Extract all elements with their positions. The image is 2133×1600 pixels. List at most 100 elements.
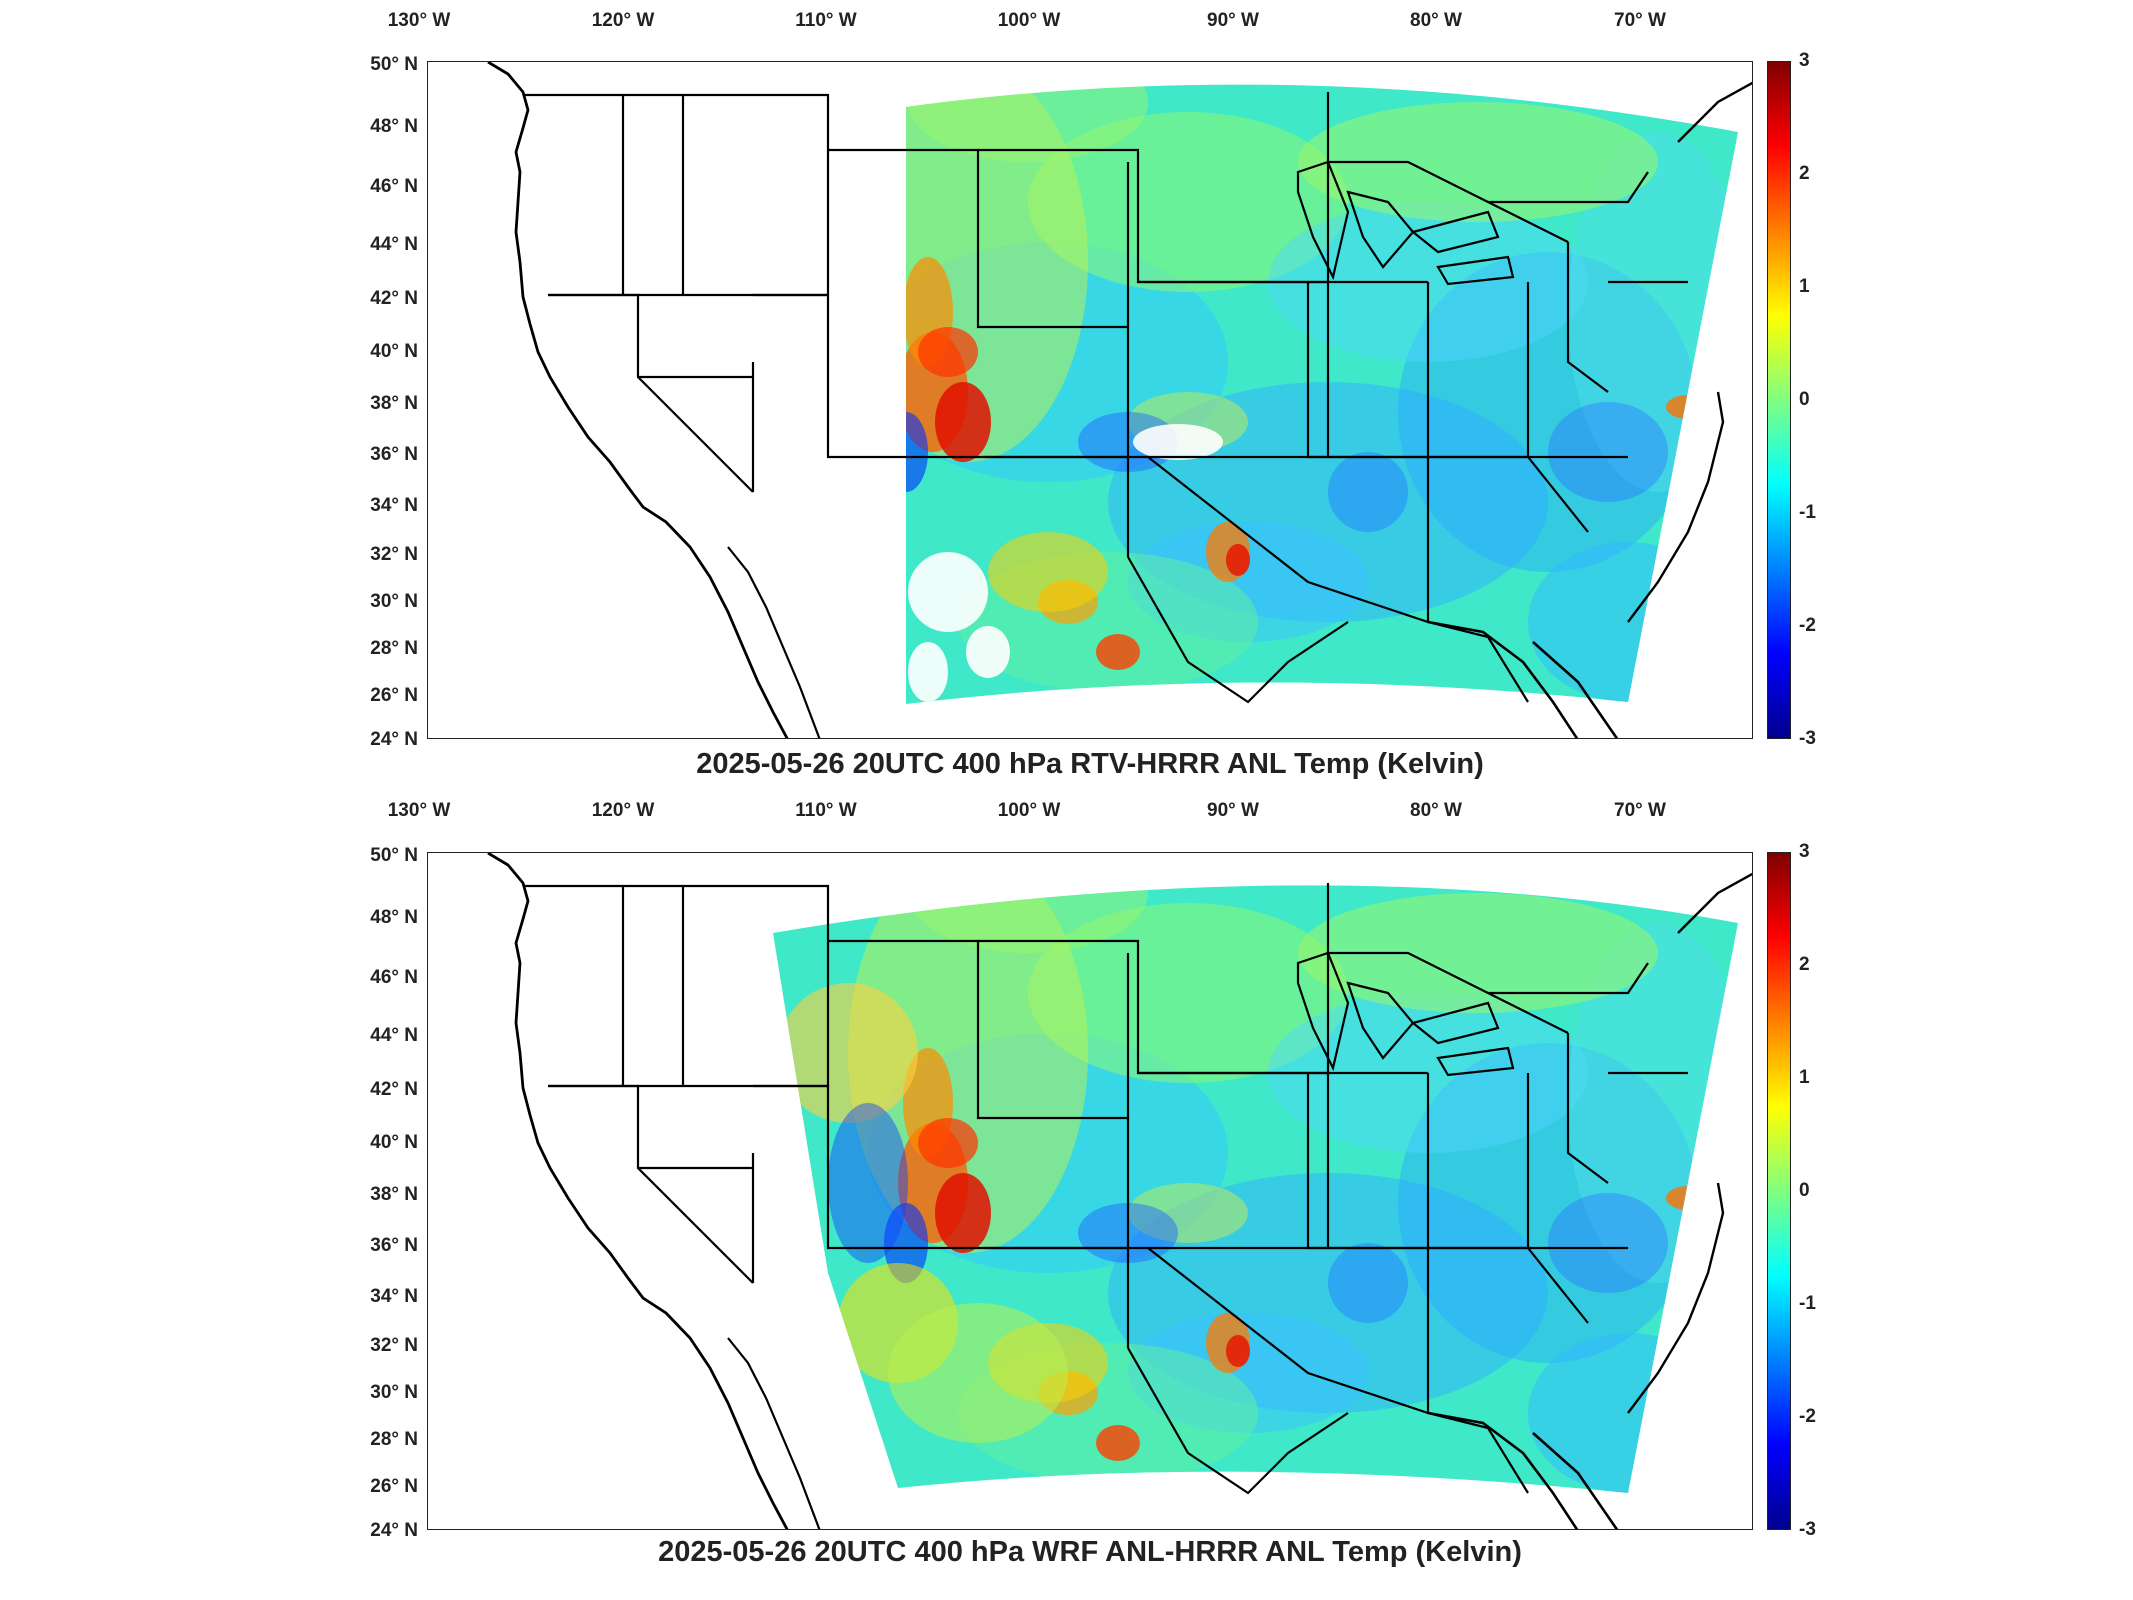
temperature-difference-map xyxy=(487,853,1752,1529)
longitude-tick-label: 110° W xyxy=(795,10,857,31)
latitude-tick-label: 32° N xyxy=(370,1335,418,1356)
state-borders xyxy=(487,62,1752,738)
latitude-tick-label: 42° N xyxy=(370,288,418,309)
warm-anomaly xyxy=(918,327,978,377)
coastline xyxy=(1627,391,1725,623)
longitude-tick-label: 120° W xyxy=(591,800,655,821)
longitude-tick-label: 110° W xyxy=(795,800,857,821)
latitude-tick-label: 36° N xyxy=(370,1235,418,1256)
coastline xyxy=(727,546,821,738)
colorbar-tick-label: 3 xyxy=(1799,50,1810,71)
colorbar xyxy=(1767,61,1791,739)
coastline xyxy=(1427,620,1619,738)
map-panel-bottom: 130° W 120° W 110° W 100° W 90° W 80° W 70° W … xyxy=(0,790,2133,1600)
latitude-tick-label: 42° N xyxy=(370,1079,418,1100)
map-title: 2025-05-26 20UTC 400 hPa WRF ANL-HRRR AN… xyxy=(658,1536,1522,1568)
latitude-tick-label: 24° N xyxy=(370,729,418,750)
warm-anomaly xyxy=(1128,1183,1248,1243)
warm-anomaly xyxy=(1666,1186,1710,1210)
temperature-field xyxy=(773,885,1738,1493)
longitude-tick-label: 80° W xyxy=(1410,800,1462,821)
colorbar-tick-label: -2 xyxy=(1799,615,1816,636)
longitude-tick-label: 130° W xyxy=(387,10,451,31)
latitude-tick-label: 32° N xyxy=(370,544,418,565)
coastline xyxy=(487,62,789,738)
longitude-tick-label: 120° W xyxy=(591,10,655,31)
colorbar-tick-label: -3 xyxy=(1799,1519,1816,1540)
warm-anomaly xyxy=(1226,1335,1250,1367)
coastline xyxy=(1627,1182,1725,1414)
latitude-tick-label: 24° N xyxy=(370,1520,418,1541)
colorbar-tick-label: -1 xyxy=(1799,1293,1816,1314)
map-frame xyxy=(427,61,1753,739)
coastline xyxy=(1677,81,1752,143)
latitude-tick-label: 26° N xyxy=(370,685,418,706)
warm-anomaly xyxy=(988,532,1108,612)
latitude-tick-label: 28° N xyxy=(370,1429,418,1450)
longitude-tick-label: 90° W xyxy=(1207,10,1259,31)
great-lakes xyxy=(1296,160,1515,286)
colorbar xyxy=(1767,852,1791,1530)
anomaly-region xyxy=(1028,903,1348,1083)
anomaly-region xyxy=(908,84,1148,162)
latitude-tick-label: 28° N xyxy=(370,638,418,659)
latitude-tick-label: 48° N xyxy=(370,116,418,137)
latitude-tick-label: 34° N xyxy=(370,1286,418,1307)
map-frame xyxy=(427,852,1753,1530)
missing-data xyxy=(908,642,948,702)
latitude-tick-label: 40° N xyxy=(370,341,418,362)
cold-anomaly xyxy=(1548,1193,1668,1293)
warm-anomaly xyxy=(918,1118,978,1168)
latitude-tick-label: 36° N xyxy=(370,444,418,465)
colorbar-tick-label: 0 xyxy=(1799,1180,1810,1201)
longitude-tick-label: 70° W xyxy=(1614,800,1666,821)
warm-anomaly xyxy=(1666,395,1710,419)
warm-anomaly xyxy=(935,382,991,462)
warm-anomaly xyxy=(1096,634,1140,670)
latitude-tick-label: 44° N xyxy=(370,1025,418,1046)
anomaly-region xyxy=(828,1103,908,1263)
longitude-tick-label: 70° W xyxy=(1614,10,1666,31)
coastline xyxy=(727,1337,821,1529)
colorbar-tick-label: -3 xyxy=(1799,728,1816,749)
warm-anomaly xyxy=(935,1173,991,1253)
longitude-tick-label: 90° W xyxy=(1207,800,1259,821)
coastline xyxy=(487,853,789,1529)
missing-data xyxy=(966,626,1010,678)
latitude-tick-label: 30° N xyxy=(370,591,418,612)
colorbar-tick-label: -2 xyxy=(1799,1406,1816,1427)
anomaly-region xyxy=(1298,893,1658,1013)
anomaly-region xyxy=(1028,112,1348,292)
anomaly-region xyxy=(1298,102,1658,222)
cold-anomaly xyxy=(884,1203,928,1283)
longitude-tick-label: 80° W xyxy=(1410,10,1462,31)
coastline xyxy=(1427,1411,1619,1529)
longitude-tick-label: 100° W xyxy=(997,800,1061,821)
colorbar-tick-label: 0 xyxy=(1799,389,1810,410)
latitude-tick-label: 44° N xyxy=(370,234,418,255)
missing-data xyxy=(908,552,988,632)
cold-anomaly xyxy=(1328,1243,1408,1323)
colorbar-tick-label: -1 xyxy=(1799,502,1816,523)
cold-anomaly xyxy=(906,412,928,492)
latitude-tick-label: 46° N xyxy=(370,967,418,988)
latitude-tick-label: 38° N xyxy=(370,1184,418,1205)
latitude-tick-label: 50° N xyxy=(370,54,418,75)
warm-anomaly xyxy=(1096,1425,1140,1461)
latitude-tick-label: 38° N xyxy=(370,393,418,414)
latitude-tick-label: 46° N xyxy=(370,176,418,197)
warm-anomaly xyxy=(1226,544,1250,576)
missing-data xyxy=(1133,424,1223,460)
latitude-tick-label: 34° N xyxy=(370,495,418,516)
map-panel-top: 130° W 120° W 110° W 100° W 90° W 80° W 70° W … xyxy=(0,0,2133,790)
cold-anomaly xyxy=(1328,452,1408,532)
latitude-tick-label: 40° N xyxy=(370,1132,418,1153)
colorbar-tick-label: 1 xyxy=(1799,1067,1810,1088)
latitude-tick-label: 50° N xyxy=(370,845,418,866)
great-lakes xyxy=(1296,951,1515,1077)
latitude-tick-label: 48° N xyxy=(370,907,418,928)
temperature-field xyxy=(906,84,1738,705)
state-borders xyxy=(487,853,1752,1529)
colorbar-tick-label: 2 xyxy=(1799,163,1810,184)
anomaly-region xyxy=(888,1303,1068,1443)
